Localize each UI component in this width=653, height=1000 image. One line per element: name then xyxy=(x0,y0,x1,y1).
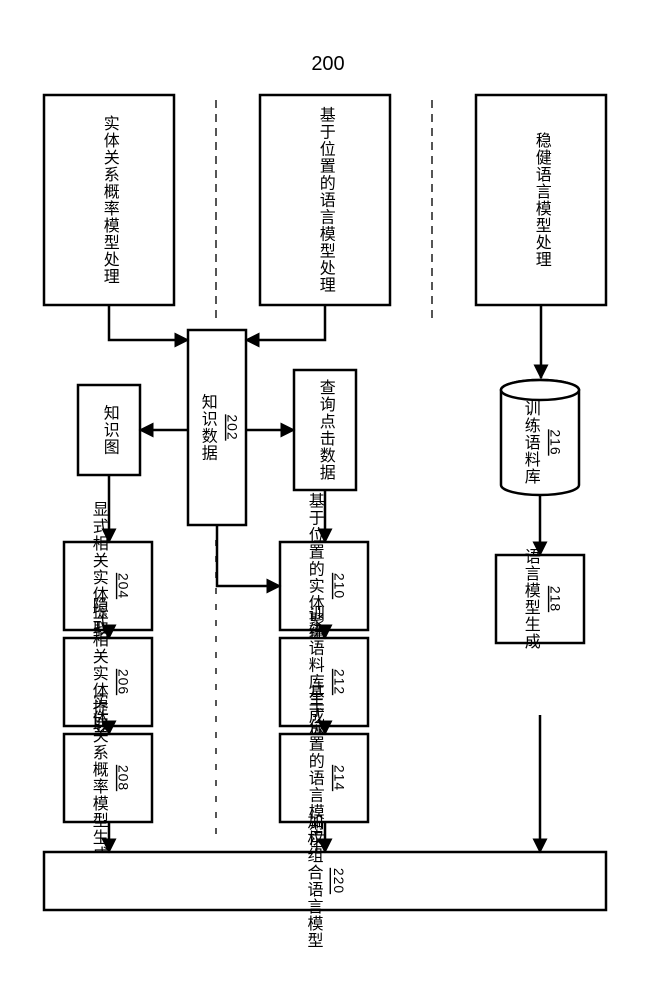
node-n_entity_header: 实体关系概率模型处理 xyxy=(44,95,174,305)
svg-text:214: 214 xyxy=(331,765,347,791)
svg-text:语言模型生成: 语言模型生成 xyxy=(522,548,541,650)
svg-text:训练语料库: 训练语料库 xyxy=(522,400,541,485)
node-n_click: 查询点击数据 xyxy=(294,370,356,490)
svg-text:加权组合语言模型: 加权组合语言模型 xyxy=(305,813,324,949)
node-n_loc_header: 基于位置的语言模型处理 xyxy=(260,95,390,305)
svg-text:202: 202 xyxy=(224,414,240,440)
svg-text:知识数据: 知识数据 xyxy=(199,394,218,462)
edge-n_loc_header-n_kdata xyxy=(246,305,325,340)
flowchart-canvas: 200实体关系概率模型处理基于位置的语言模型处理稳健语言模型处理知识数据202知… xyxy=(0,0,653,1000)
svg-text:212: 212 xyxy=(331,669,347,695)
edge-n_kdata-n_210 xyxy=(217,525,280,586)
svg-text:216: 216 xyxy=(547,429,563,455)
svg-text:204: 204 xyxy=(115,573,131,599)
diagram-label: 200 xyxy=(311,53,344,75)
edge-n_entity_header-n_kdata xyxy=(109,305,188,340)
svg-text:基于位置的语言模型处理: 基于位置的语言模型处理 xyxy=(317,107,336,294)
svg-text:查询点击数据: 查询点击数据 xyxy=(317,379,336,481)
node-n_robust_header: 稳健语言模型处理 xyxy=(476,95,606,305)
svg-text:稳健语言模型处理: 稳健语言模型处理 xyxy=(533,132,552,268)
svg-text:220: 220 xyxy=(331,868,347,894)
node-n_216: 训练语料库 216 xyxy=(501,380,579,495)
svg-text:206: 206 xyxy=(115,669,131,695)
node-n_kdata: 知识数据 202 xyxy=(188,330,246,525)
node-n_218: 语言模型生成 218 xyxy=(496,548,584,650)
svg-text:实体关系概率模型生成: 实体关系概率模型生成 xyxy=(90,693,109,863)
svg-text:208: 208 xyxy=(115,765,131,791)
svg-text:218: 218 xyxy=(547,586,563,612)
svg-text:210: 210 xyxy=(331,573,347,599)
node-n_kgraph: 知识图 xyxy=(78,385,140,475)
svg-text:知识图: 知识图 xyxy=(101,405,120,456)
svg-text:实体关系概率模型处理: 实体关系概率模型处理 xyxy=(101,115,120,285)
